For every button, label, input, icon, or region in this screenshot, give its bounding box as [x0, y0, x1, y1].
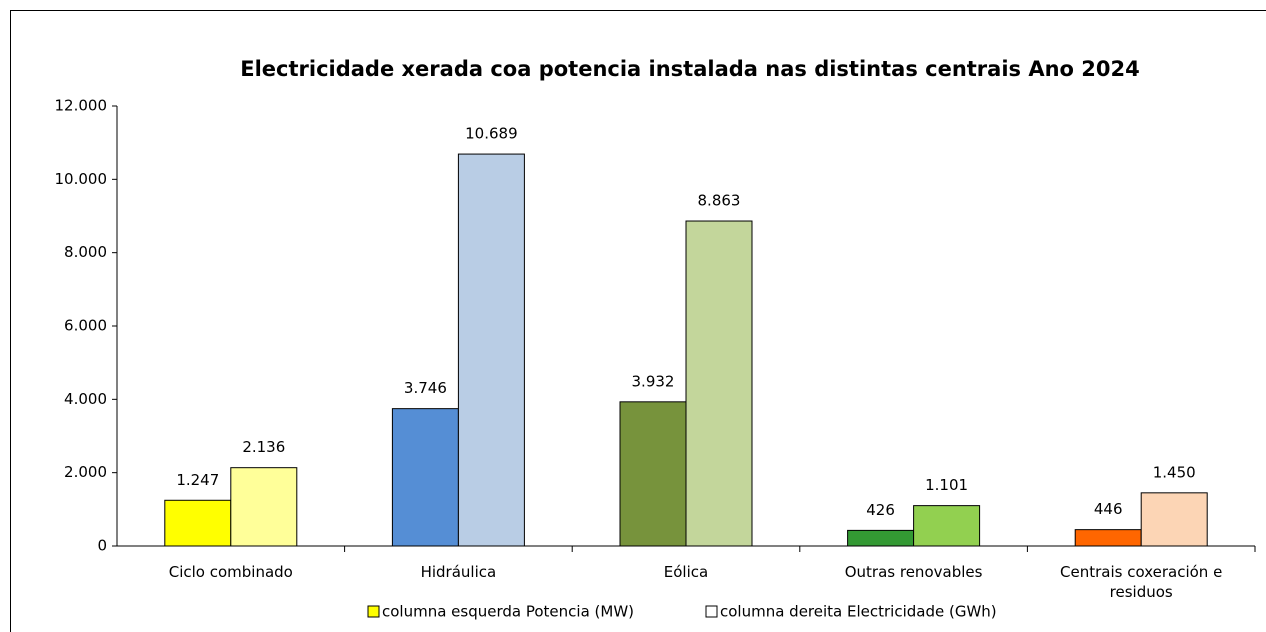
chart-title: Electricidade xerada coa potencia instal…: [240, 57, 1139, 81]
bar: [457, 153, 525, 547]
y-tick-label: 10.000: [55, 170, 108, 188]
y-tick-label: 8.000: [64, 243, 107, 261]
value-label: 1.450: [1153, 463, 1196, 481]
x-tick-label: Centrais coxeración e residuos: [1060, 563, 1223, 601]
bar: [391, 408, 459, 547]
bar: [847, 529, 915, 547]
value-label: 2.136: [242, 438, 285, 456]
value-label: 1.101: [925, 476, 968, 494]
value-label: 3.932: [632, 372, 675, 390]
bar: [619, 401, 687, 547]
bar: [164, 499, 232, 547]
bar: [1140, 492, 1208, 547]
bar: [1074, 529, 1142, 547]
value-label: 3.746: [404, 379, 447, 397]
value-label: 8.863: [698, 192, 741, 210]
y-tick-label: 12.000: [55, 97, 108, 115]
y-tick-label: 6.000: [64, 317, 107, 335]
value-label: 10.689: [465, 125, 518, 143]
legend-swatch: [367, 605, 380, 618]
y-tick-label: 0: [97, 537, 107, 555]
x-tick-label: Eólica: [663, 563, 709, 581]
x-tick-label: Ciclo combinado: [168, 563, 293, 581]
y-tick-label: 4.000: [64, 390, 107, 408]
bar: [913, 505, 981, 547]
value-label: 1.247: [176, 471, 219, 489]
legend-swatch: [705, 605, 718, 618]
legend-label: columna dereita Electricidade (GWh): [720, 603, 997, 621]
bar: [230, 467, 298, 547]
x-tick-label: Outras renovables: [844, 563, 983, 581]
legend-label: columna esquerda Potencia (MW): [382, 603, 634, 621]
value-label: 426: [866, 501, 895, 519]
x-tick-label: Hidráulica: [420, 563, 497, 581]
bar: [685, 220, 753, 547]
y-tick-label: 2.000: [64, 463, 107, 481]
value-label: 446: [1094, 500, 1123, 518]
